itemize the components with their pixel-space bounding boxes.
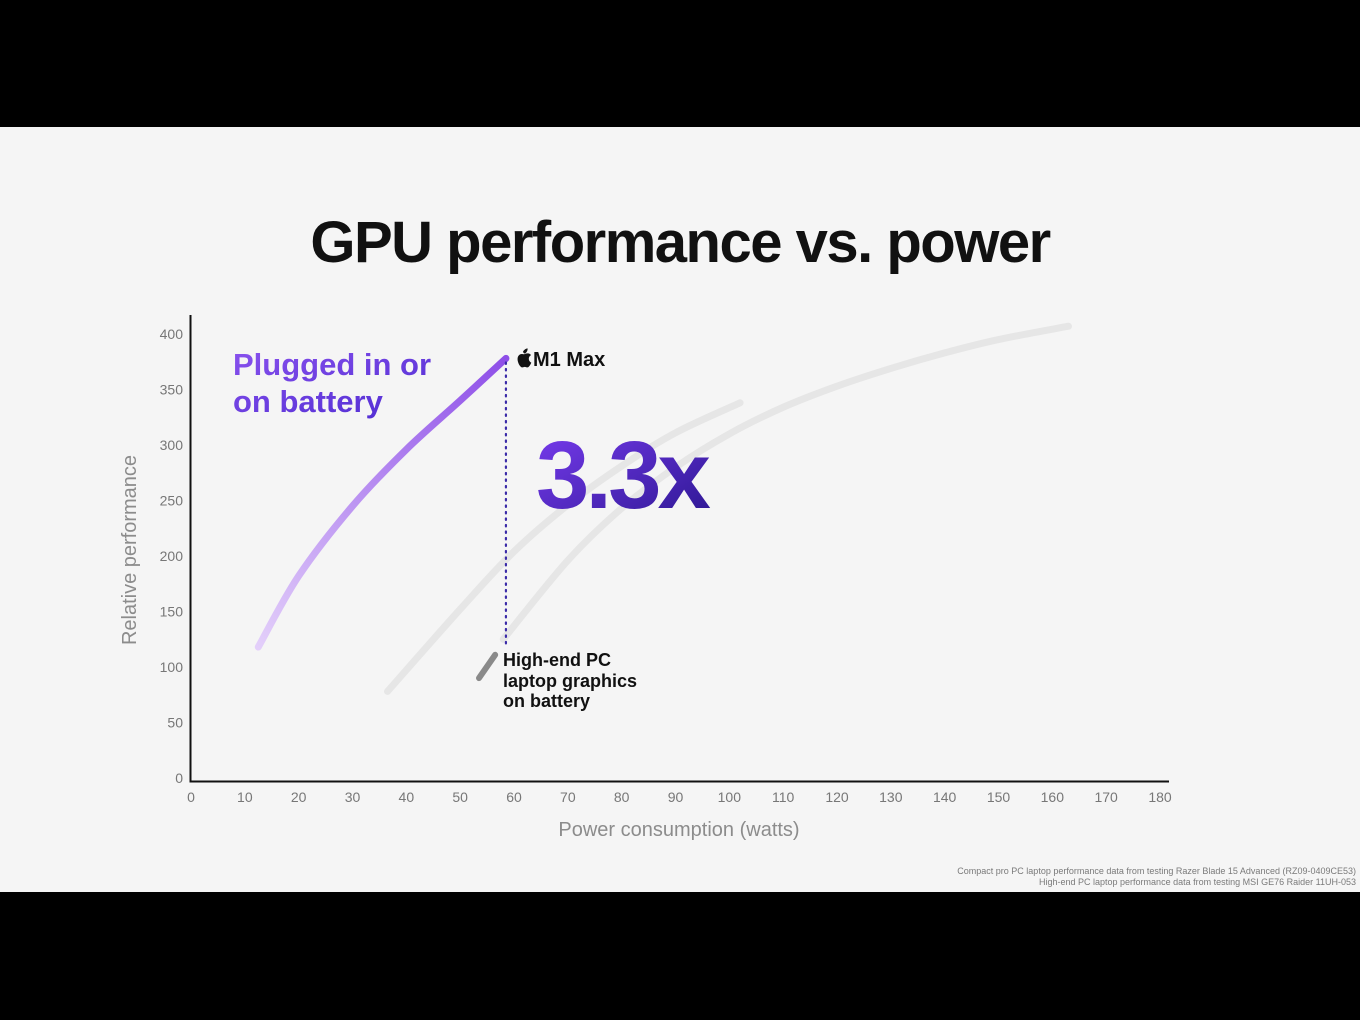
footnote-1: Compact pro PC laptop performance data f… [957, 866, 1356, 876]
x-axis-label: Power consumption (watts) [558, 819, 799, 841]
pc-label-line-1: High-end PC [503, 650, 611, 670]
series-label-high-end-pc: High-end PC laptop graphics on battery [503, 650, 642, 711]
y-tick-label: 0 [175, 770, 183, 786]
footnotes: Compact pro PC laptop performance data f… [957, 866, 1356, 888]
x-tick-label: 160 [1041, 789, 1065, 805]
series-label-line-1: Plugged in or [233, 347, 431, 382]
x-tick-label: 100 [718, 789, 742, 805]
gpu-performance-chart: 0 50 100 150 200 250 300 350 400 0 10 20 30 40 50 60 70… [119, 315, 1172, 841]
series-label-plugged-in: Plugged in or on battery [233, 347, 440, 419]
x-tick-label: 50 [452, 789, 468, 805]
slide: GPU performance vs. power 0 50 100 150 200 25… [0, 127, 1360, 892]
series-compact-pc-line [383, 399, 744, 695]
y-tick-label: 350 [160, 382, 184, 398]
x-tick-label: 110 [772, 789, 795, 805]
x-tick-label: 10 [237, 789, 253, 805]
y-tick-labels: 0 50 100 150 200 250 300 350 400 [160, 326, 184, 786]
series-high-end-pc-plugged-line [499, 322, 1072, 643]
series-high-end-pc-battery-line [476, 651, 499, 682]
apple-logo-icon [517, 348, 532, 368]
y-tick-label: 150 [160, 604, 184, 620]
x-tick-label: 0 [187, 789, 195, 805]
x-tick-label: 90 [668, 789, 684, 805]
x-tick-label: 150 [987, 789, 1011, 805]
series-m1-max-line [254, 354, 510, 651]
chart-title: GPU performance vs. power [310, 210, 1051, 275]
x-tick-label: 70 [560, 789, 576, 805]
x-tick-label: 80 [614, 789, 630, 805]
x-tick-label: 60 [506, 789, 522, 805]
x-tick-label: 170 [1094, 789, 1118, 805]
footnote-2: High-end PC laptop performance data from… [1039, 877, 1356, 887]
m1-max-label: M1 Max [533, 349, 605, 371]
y-tick-label: 250 [160, 493, 184, 509]
series-label-line-2: on battery [233, 384, 384, 419]
y-axis-label: Relative performance [119, 455, 141, 645]
y-tick-label: 300 [160, 437, 184, 453]
x-tick-labels: 0 10 20 30 40 50 60 70 80 90 100 110 120 130 140 150 160… [187, 789, 1172, 805]
y-tick-label: 100 [160, 659, 184, 675]
pc-label-line-2: laptop graphics [503, 671, 637, 691]
y-tick-label: 50 [167, 715, 183, 731]
x-tick-label: 30 [345, 789, 361, 805]
pc-label-line-3: on battery [503, 691, 590, 711]
y-tick-label: 200 [160, 548, 184, 564]
x-tick-label: 20 [291, 789, 307, 805]
x-tick-label: 130 [879, 789, 903, 805]
y-tick-label: 400 [160, 326, 184, 342]
x-tick-label: 40 [399, 789, 415, 805]
x-tick-label: 120 [825, 789, 849, 805]
performance-multiplier: 3.3x [536, 422, 710, 529]
x-tick-label: 180 [1148, 789, 1172, 805]
x-tick-label: 140 [933, 789, 957, 805]
